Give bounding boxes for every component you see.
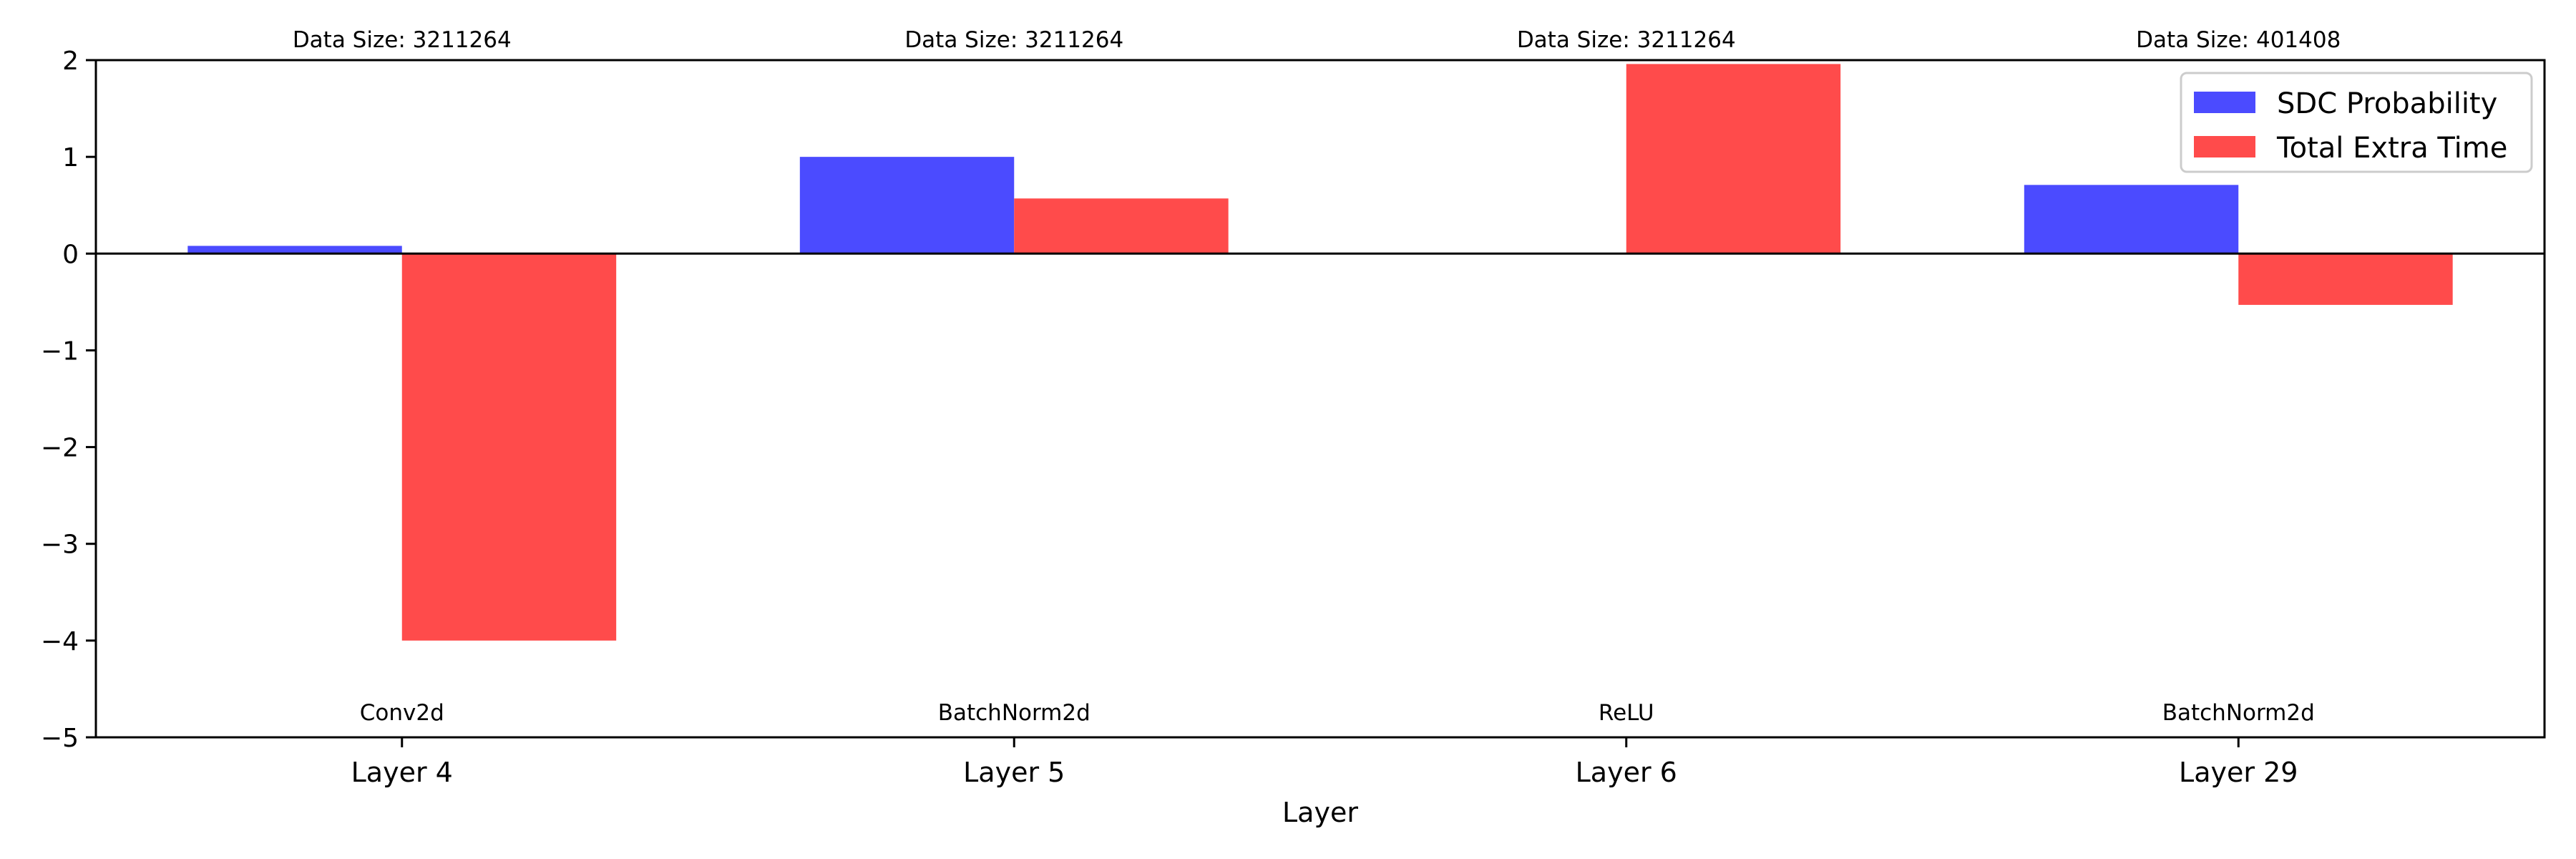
legend: SDC Probability Total Extra Time bbox=[2180, 72, 2533, 173]
annotations-layer: Data Size: 3211264 Data Size: 3211264 Data… bbox=[293, 27, 2341, 726]
layer-type-annotation: Conv2d bbox=[360, 700, 444, 726]
bars-layer bbox=[187, 64, 2453, 641]
bar-sdc-probability-1 bbox=[799, 157, 1015, 254]
y-tick-label: 2 bbox=[62, 47, 79, 76]
x-tick-label: Layer 6 bbox=[1576, 757, 1677, 788]
data-size-annotation: Data Size: 3211264 bbox=[293, 27, 512, 53]
y-tick-label: −3 bbox=[41, 530, 79, 560]
layer-type-annotation: BatchNorm2d bbox=[938, 700, 1091, 726]
bar-total-extra-time-2 bbox=[1626, 64, 1841, 254]
legend-box bbox=[2180, 72, 2533, 173]
layer-type-annotation: ReLU bbox=[1599, 700, 1654, 726]
y-axis: 2 1 0 −1 −2 −3 −4 −5 bbox=[41, 47, 96, 753]
x-axis: Layer 4 Layer 5 Layer 6 Layer 29 bbox=[351, 737, 2298, 788]
bar-total-extra-time-3 bbox=[2238, 253, 2453, 305]
y-tick-label: −2 bbox=[41, 434, 79, 463]
legend-swatch bbox=[2194, 136, 2255, 157]
bar-sdc-probability-3 bbox=[2024, 185, 2239, 254]
data-size-annotation: Data Size: 401408 bbox=[2136, 27, 2341, 53]
bar-total-extra-time-1 bbox=[1014, 198, 1229, 254]
legend-label: SDC Probability bbox=[2277, 87, 2497, 120]
layer-type-annotation: BatchNorm2d bbox=[2162, 700, 2315, 726]
x-tick-label: Layer 29 bbox=[2179, 757, 2298, 788]
y-tick-label: 0 bbox=[62, 240, 79, 269]
x-axis-label: Layer bbox=[1282, 797, 1358, 828]
legend-label: Total Extra Time bbox=[2276, 132, 2507, 165]
bar-total-extra-time-0 bbox=[401, 253, 617, 641]
x-tick-label: Layer 4 bbox=[351, 757, 453, 788]
data-size-annotation: Data Size: 3211264 bbox=[904, 27, 1123, 53]
y-tick-label: −5 bbox=[41, 724, 79, 753]
y-tick-label: 1 bbox=[62, 143, 79, 173]
data-size-annotation: Data Size: 3211264 bbox=[1517, 27, 1736, 53]
y-tick-label: −1 bbox=[41, 336, 79, 366]
plot-frame bbox=[94, 59, 2546, 739]
legend-swatch bbox=[2194, 92, 2255, 113]
y-tick-label: −4 bbox=[41, 627, 79, 656]
x-tick-label: Layer 5 bbox=[963, 757, 1065, 788]
bar-sdc-probability-0 bbox=[187, 246, 402, 254]
